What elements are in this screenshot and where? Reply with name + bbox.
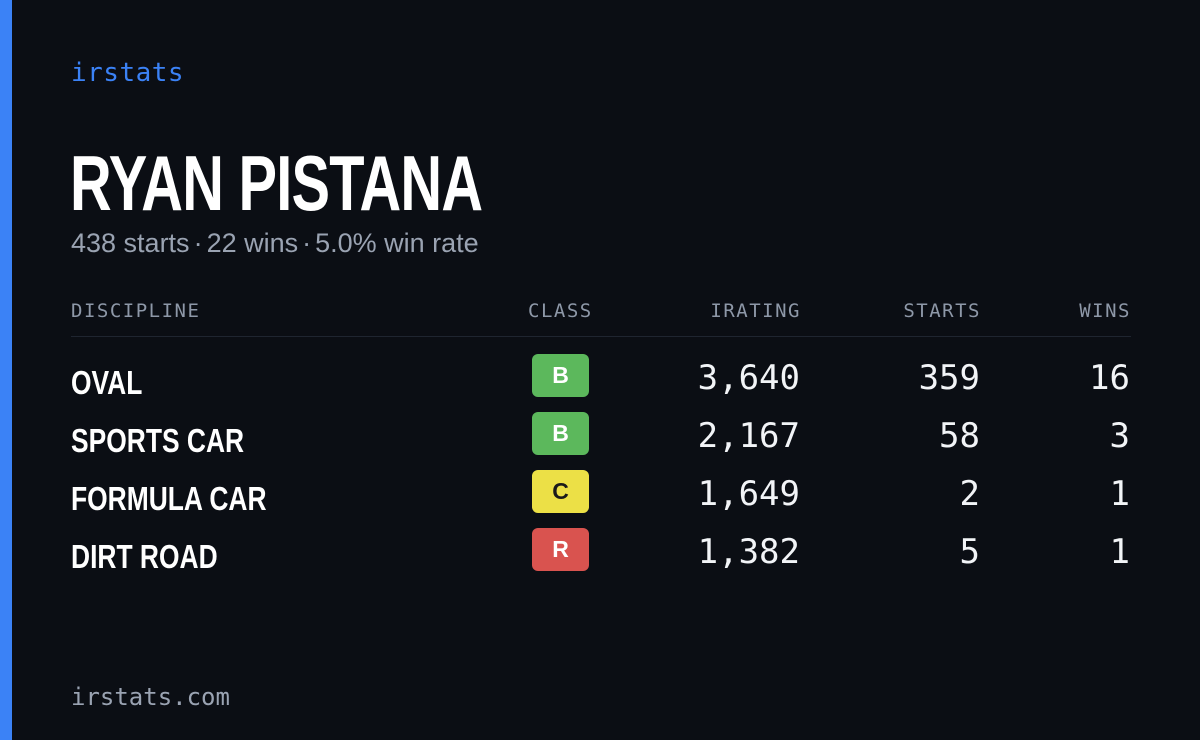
discipline-name: OVAL [71,364,143,401]
column-header-irating: IRATING [710,300,801,322]
starts-value: 359 [918,358,980,398]
table-row: DIRT ROAD R 1,382 5 1 [71,528,1131,586]
summary-win-rate: 5.0% win rate [315,228,479,258]
table-row: OVAL B 3,640 359 16 [71,354,1131,412]
table-row: SPORTS CAR B 2,167 58 3 [71,412,1131,470]
class-badge: R [532,528,589,571]
irating-value: 3,640 [697,358,800,398]
irating-value: 1,649 [697,474,800,514]
column-header-wins: WINS [1079,300,1131,322]
wins-value: 1 [1109,474,1130,514]
summary-wins: 22 wins [206,228,299,258]
table-header: DISCIPLINE CLASS IRATING STARTS WINS [71,300,1131,337]
column-header-discipline: DISCIPLINE [71,300,201,322]
summary-separator: · [193,228,203,258]
starts-value: 5 [959,532,980,572]
column-header-starts: STARTS [903,300,981,322]
discipline-name: DIRT ROAD [71,538,218,575]
accent-bar [0,0,12,740]
starts-value: 2 [959,474,980,514]
irating-value: 2,167 [697,416,800,456]
wins-value: 1 [1109,532,1130,572]
driver-name: RYAN PISTANA [70,139,483,227]
footer-url-link[interactable]: irstats.com [71,683,230,711]
driver-summary: 438 starts · 22 wins · 5.0% win rate [71,228,479,259]
wins-value: 16 [1089,358,1130,398]
summary-separator: · [302,228,312,258]
class-badge: B [532,412,589,455]
brand-logo[interactable]: irstats [71,58,185,88]
discipline-name: SPORTS CAR [71,422,245,459]
wins-value: 3 [1109,416,1130,456]
table-row: FORMULA CAR C 1,649 2 1 [71,470,1131,528]
class-badge: C [532,470,589,513]
class-badge: B [532,354,589,397]
column-header-class: CLASS [528,300,593,322]
starts-value: 58 [939,416,980,456]
irating-value: 1,382 [697,532,800,572]
discipline-name: FORMULA CAR [71,480,267,517]
summary-starts: 438 starts [71,228,190,258]
